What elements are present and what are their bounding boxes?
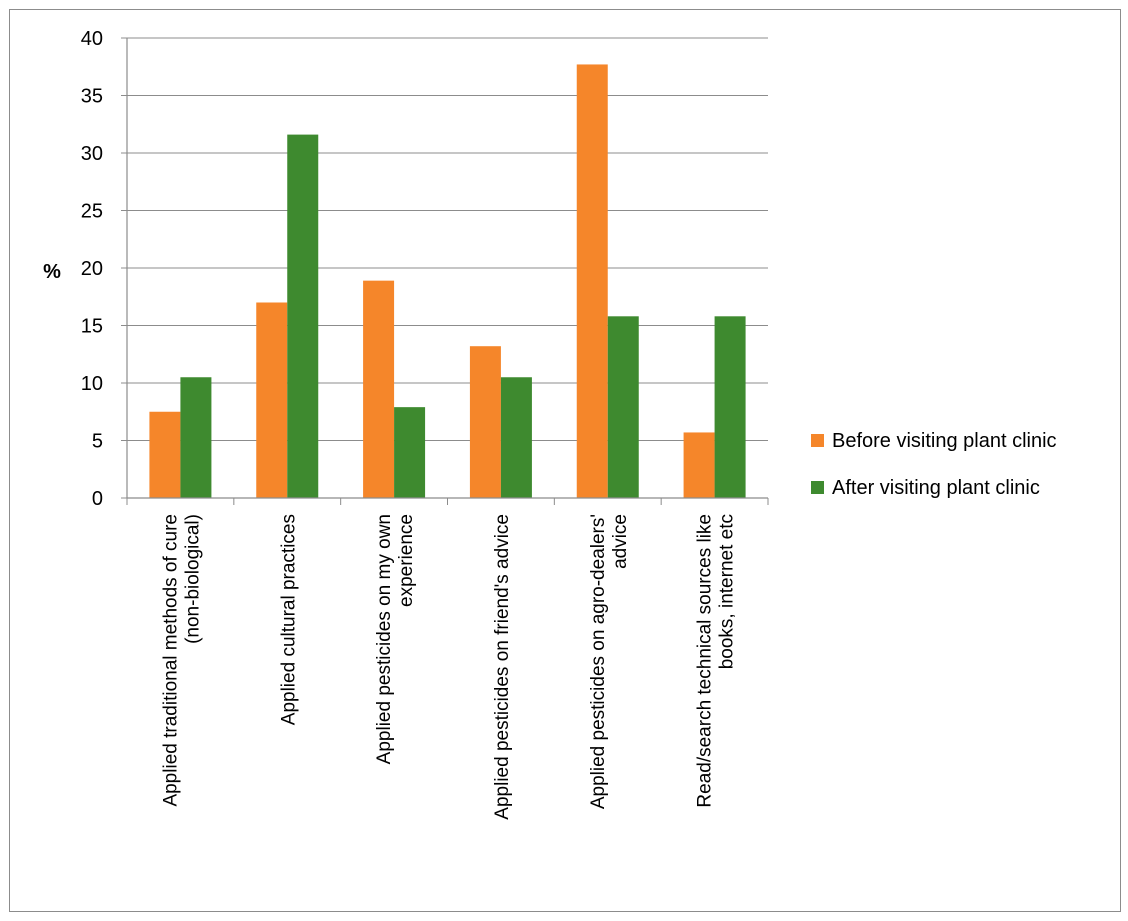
legend-label-before: Before visiting plant clinic — [832, 430, 1057, 452]
legend-swatch-before — [811, 434, 824, 447]
category-label: Applied pesticides on my own — [374, 514, 395, 764]
y-tick-label: 30 — [81, 143, 103, 165]
gridlines — [127, 37, 768, 441]
bar-before-2 — [256, 302, 288, 498]
y-axis-label: % — [43, 261, 61, 283]
y-tick-label: 15 — [81, 316, 103, 338]
bar-before-6 — [683, 432, 715, 498]
category-label: books, internet etc — [717, 514, 738, 669]
y-tick-label: 35 — [81, 86, 103, 108]
bar-before-3 — [363, 280, 395, 498]
bar-after-4 — [500, 377, 532, 498]
y-tick-label: 0 — [92, 488, 103, 510]
axes: 0 5 10 15 20 25 30 35 40% Applied traditional met… — [43, 28, 769, 820]
bar-after-3 — [394, 407, 426, 498]
bar-before-4 — [469, 346, 501, 498]
bar-after-5 — [607, 316, 639, 498]
category-label: Applied pesticides on friend's advice — [492, 514, 513, 820]
legend: Before visiting plant clinic After visiti… — [811, 430, 1057, 499]
y-tick-label: 20 — [81, 258, 103, 280]
legend-label-after: After visiting plant clinic — [832, 477, 1040, 499]
category-label: Applied cultural practices — [278, 514, 299, 725]
bar-after-6 — [714, 316, 746, 498]
category-label: experience — [396, 514, 417, 607]
category-label: Applied traditional methods of cure — [160, 514, 181, 807]
category-label: Applied pesticides on agro-dealers' — [588, 514, 609, 809]
legend-swatch-after — [811, 481, 824, 494]
y-tick-label: 25 — [81, 201, 103, 223]
y-tick-label: 40 — [81, 28, 103, 50]
category-label: Read/search technical sources like — [695, 514, 716, 808]
bar-before-5 — [576, 64, 608, 498]
bar-after-1 — [180, 377, 212, 498]
bars — [149, 64, 746, 498]
bar-after-2 — [287, 134, 319, 498]
category-label: advice — [610, 514, 631, 569]
y-tick-label: 10 — [81, 373, 103, 395]
y-tick-label: 5 — [92, 431, 103, 453]
category-label: (non-biological) — [182, 514, 203, 644]
bar-before-1 — [149, 411, 181, 498]
